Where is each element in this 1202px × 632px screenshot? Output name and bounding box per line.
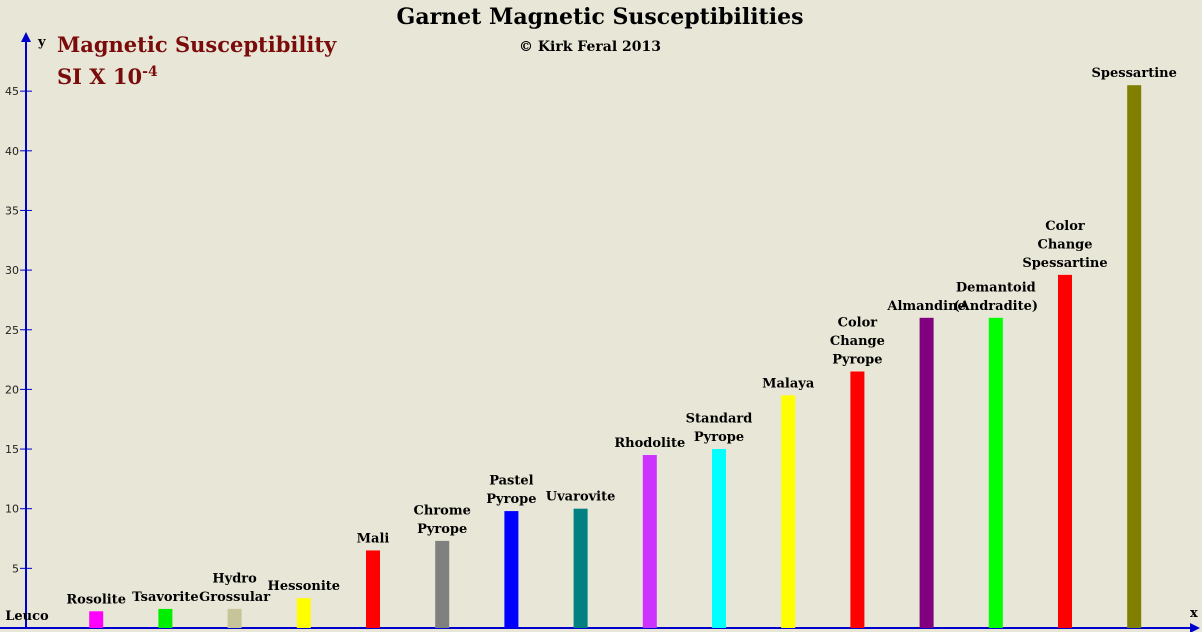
bar: [781, 395, 796, 628]
bar-label: Change: [830, 334, 885, 349]
bar-label: Change: [1037, 237, 1092, 252]
bar: [573, 508, 588, 628]
y-tick-label: 10: [5, 503, 19, 516]
y-axis-label-base: SI X 10: [57, 64, 142, 89]
bar-label: Hessonite: [268, 579, 341, 594]
bar-label: (Andradite): [954, 299, 1039, 314]
y-axis-label-line1: Magnetic Susceptibility: [57, 32, 337, 57]
bar: [1127, 85, 1142, 628]
y-tick-label: 20: [5, 383, 19, 396]
bar-label: Standard: [686, 412, 753, 427]
bar-label: Pastel: [489, 474, 533, 489]
bar-labels: Leuco Rosolite Tsavorite Hydro GrossularHess…: [5, 66, 1177, 624]
y-tick-label: 5: [12, 562, 19, 575]
bar-label: Pyrope: [832, 353, 882, 368]
bar-label: Mali: [357, 531, 390, 546]
bar: [850, 371, 865, 628]
bar-label: Uvarovite: [546, 490, 616, 505]
y-axis: y: [21, 32, 46, 628]
x-axis-letter: x: [1190, 606, 1198, 621]
y-tick-label: 15: [5, 443, 19, 456]
y-axis-arrow-icon: [21, 32, 31, 42]
bar: [435, 540, 450, 628]
y-tick-label: 30: [5, 264, 19, 277]
y-axis-letter: y: [37, 35, 46, 50]
bar-label: Grossular: [199, 590, 270, 605]
bar: [988, 317, 1003, 628]
bar: [504, 511, 519, 628]
bar-label: Leuco: [5, 609, 49, 624]
bar-label: Color: [838, 316, 878, 331]
y-tick-label: 45: [5, 85, 19, 98]
bar: [1058, 274, 1072, 628]
bar-label: Pyrope: [417, 522, 467, 537]
bar-label: Malaya: [762, 376, 815, 391]
bar-label: Chrome: [414, 503, 471, 518]
bar: [296, 598, 311, 628]
bar-label: Spessartine: [1092, 66, 1177, 81]
bar: [89, 611, 104, 628]
y-tick-label: 35: [5, 204, 19, 217]
bar-label: Pyrope: [694, 430, 744, 445]
x-axis-arrow-icon: [1190, 623, 1200, 632]
bar-label: Demantoid: [956, 280, 1036, 295]
bar-label: Spessartine: [1022, 256, 1107, 271]
bar: [642, 455, 657, 628]
bar: [366, 550, 380, 628]
x-axis: x: [0, 606, 1200, 632]
bar-label: Rosolite: [66, 592, 126, 607]
bar: [158, 608, 173, 628]
chart-title: Garnet Magnetic Susceptibilities: [397, 4, 804, 30]
bar: [227, 608, 242, 628]
y-tick-label: 40: [5, 145, 19, 158]
bar-label: Hydro: [212, 571, 257, 586]
chart-subtitle: © Kirk Feral 2013: [519, 39, 661, 55]
bar-label: Color: [1045, 219, 1085, 234]
bar-label: Pyrope: [486, 492, 536, 507]
bar: [919, 317, 934, 628]
bar-label: Tsavorite: [132, 590, 199, 605]
y-tick-label: 25: [5, 324, 19, 337]
bar-label: Rhodolite: [614, 436, 685, 451]
bars: [89, 85, 1142, 628]
bar: [712, 449, 726, 628]
y-axis-label-exponent: -4: [142, 64, 158, 80]
y-ticks: 5 10 15 20 25 30 35 40 45: [5, 85, 32, 575]
bar-label: Almandine: [886, 299, 965, 314]
y-axis-label-line2: SI X 10-4: [57, 64, 158, 89]
